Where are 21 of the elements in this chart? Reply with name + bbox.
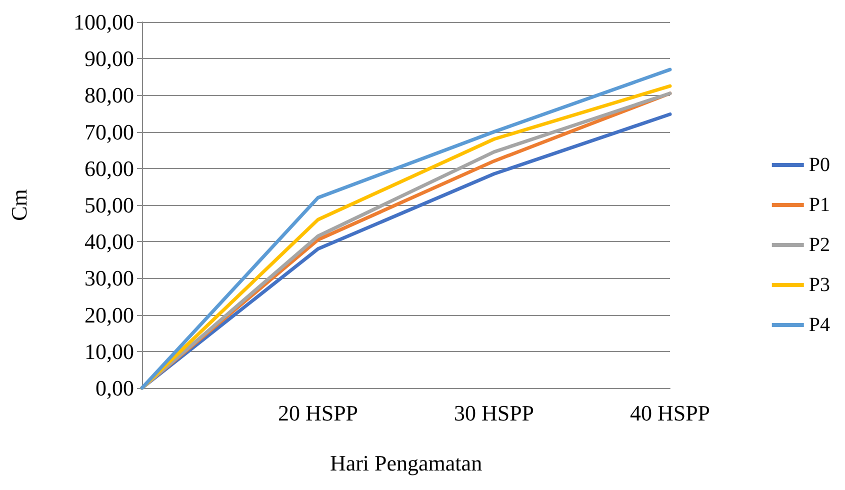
y-tick-label: 40,00 [84, 229, 134, 254]
y-tick-label: 100,00 [74, 10, 134, 34]
y-tick-label: 0,00 [96, 376, 134, 400]
y-tick-label: 80,00 [84, 82, 134, 108]
y-tick-label: 60,00 [84, 156, 134, 181]
x-tick-label: 30 HSPP [454, 400, 534, 426]
y-tick-label: 10,00 [84, 338, 134, 364]
y-tick-label: 70,00 [84, 119, 134, 144]
y-tick-label: 30,00 [84, 266, 134, 291]
x-tick-label: 40 HSPP [630, 400, 710, 426]
legend-label: P3 [808, 274, 830, 296]
y-axis-title: Cm [6, 189, 32, 221]
legend-label: P0 [808, 154, 830, 176]
legend-label: P1 [808, 194, 830, 216]
x-axis-title: Hari Pengamatan [330, 450, 482, 476]
y-tick-label: 50,00 [84, 192, 134, 218]
x-tick-label: 20 HSPP [278, 400, 358, 426]
legend-label: P2 [808, 234, 830, 256]
y-tick-label: 20,00 [84, 302, 134, 328]
legend-label: P4 [808, 314, 830, 336]
y-tick-label: 90,00 [84, 46, 134, 72]
